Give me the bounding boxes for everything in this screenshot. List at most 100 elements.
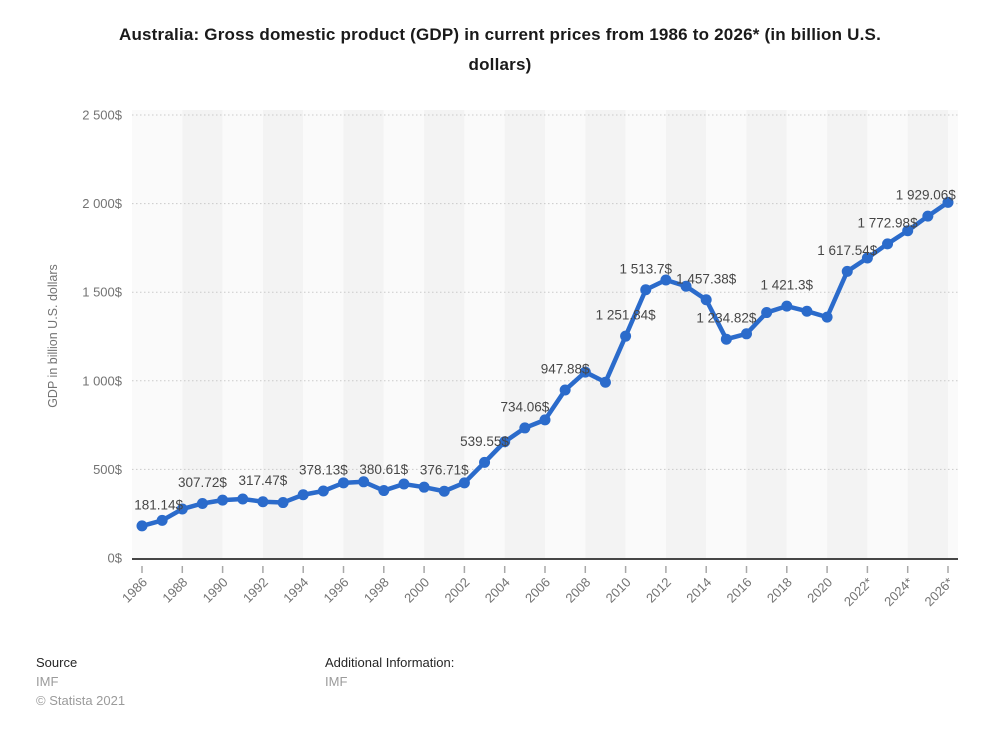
data-point-2016[interactable] bbox=[741, 328, 752, 340]
x-tick-label: 1988 bbox=[159, 575, 190, 606]
data-point-label: 1 421.3$ bbox=[761, 278, 814, 293]
data-point-2020[interactable] bbox=[821, 311, 833, 323]
plot-band bbox=[343, 110, 384, 558]
data-point-1991[interactable] bbox=[237, 493, 249, 505]
plot-band bbox=[625, 110, 666, 558]
data-point-2015[interactable] bbox=[720, 333, 732, 345]
x-tick-label: 1996 bbox=[321, 575, 352, 606]
x-tick-label: 1998 bbox=[361, 575, 392, 606]
data-point-label: 378.13$ bbox=[299, 462, 348, 477]
plot-band bbox=[746, 110, 787, 558]
x-tick-label: 1992 bbox=[240, 575, 271, 606]
plot-band bbox=[907, 110, 948, 558]
y-tick-label: 2 000$ bbox=[82, 196, 123, 211]
data-point-1997[interactable] bbox=[358, 476, 370, 488]
plot-band bbox=[585, 110, 626, 558]
data-point-2007[interactable] bbox=[559, 384, 571, 396]
x-tick-label: 2002 bbox=[441, 575, 472, 606]
x-tick-label: 2026* bbox=[921, 575, 956, 610]
data-point-2011[interactable] bbox=[640, 284, 652, 296]
x-tick-label: 2024* bbox=[881, 575, 916, 610]
chart-title: Australia: Gross domestic product (GDP) … bbox=[118, 25, 882, 74]
data-point-2008[interactable] bbox=[579, 366, 591, 378]
y-tick-label: 1 500$ bbox=[82, 285, 123, 300]
data-point-label: 1 251.84$ bbox=[596, 308, 657, 323]
data-point-2025[interactable] bbox=[922, 210, 934, 222]
x-tick-label: 2006 bbox=[522, 575, 553, 606]
x-tick-label: 1994 bbox=[280, 575, 311, 606]
plot-band bbox=[545, 110, 586, 558]
data-point-2005[interactable] bbox=[519, 422, 531, 434]
gdp-line-chart: 0$ 500$ 1 000$ 1 500$ 2 000$ 2 500$ 1986 1988 19… bbox=[46, 108, 958, 610]
additional-info-value: IMF bbox=[325, 674, 348, 689]
data-point-2000[interactable] bbox=[418, 481, 430, 493]
data-point-1990[interactable] bbox=[217, 494, 229, 506]
data-point-2003[interactable] bbox=[479, 456, 491, 468]
data-point-2012[interactable] bbox=[660, 274, 672, 286]
data-point-2013[interactable] bbox=[680, 280, 692, 292]
data-point-1998[interactable] bbox=[378, 485, 390, 497]
x-tick-label: 1990 bbox=[200, 575, 231, 606]
data-point-1995[interactable] bbox=[317, 485, 329, 497]
plot-band bbox=[464, 110, 505, 558]
x-tick-label: 2010 bbox=[603, 575, 634, 606]
x-tick-label: 2014 bbox=[683, 575, 714, 606]
data-point-2018[interactable] bbox=[781, 300, 793, 312]
data-point-label: 307.72$ bbox=[178, 475, 227, 490]
data-point-2001[interactable] bbox=[438, 485, 450, 497]
data-point-label: 1 617.54$ bbox=[817, 243, 878, 258]
plot-band bbox=[182, 110, 223, 558]
data-point-1992[interactable] bbox=[257, 496, 269, 508]
data-point-1999[interactable] bbox=[398, 478, 410, 490]
y-tick-label: 1 000$ bbox=[82, 373, 123, 388]
data-point-label: 539.55$ bbox=[460, 434, 509, 449]
plot-band bbox=[948, 110, 958, 558]
data-point-label: 181.14$ bbox=[134, 497, 183, 512]
y-axis-title: GDP in billion U.S. dollars bbox=[46, 264, 60, 408]
data-point-label: 1 929.06$ bbox=[896, 188, 957, 203]
y-tick-label: 2 500$ bbox=[82, 108, 123, 123]
data-point-1987[interactable] bbox=[156, 514, 168, 526]
plot-band bbox=[665, 110, 707, 558]
data-point-1994[interactable] bbox=[297, 489, 309, 501]
data-point-2023[interactable] bbox=[882, 238, 894, 250]
data-point-2009[interactable] bbox=[599, 376, 611, 388]
x-tick-label: 2022* bbox=[841, 575, 876, 610]
x-tick-label: 2008 bbox=[562, 575, 593, 606]
x-tick-label: 2020 bbox=[804, 575, 835, 606]
plot-band bbox=[222, 110, 263, 558]
additional-info-label: Additional Information: bbox=[325, 655, 455, 670]
data-point-1989[interactable] bbox=[196, 497, 208, 509]
data-point-2021[interactable] bbox=[841, 265, 853, 277]
x-tick-label: 2000 bbox=[401, 575, 432, 606]
data-point-label: 376.71$ bbox=[420, 463, 469, 478]
data-point-1988[interactable] bbox=[176, 503, 188, 515]
data-point-2006[interactable] bbox=[539, 414, 551, 426]
data-point-1993[interactable] bbox=[277, 497, 289, 509]
source-value: IMF bbox=[36, 674, 59, 689]
plot-band bbox=[827, 110, 868, 558]
data-point-label: 1 457.38$ bbox=[676, 271, 737, 286]
data-point-2004[interactable] bbox=[499, 436, 511, 448]
y-tick-label: 500$ bbox=[93, 462, 123, 477]
plot-band bbox=[132, 110, 142, 558]
data-point-2022[interactable] bbox=[861, 252, 873, 264]
data-point-2010[interactable] bbox=[620, 330, 632, 342]
plot-band bbox=[262, 110, 304, 558]
x-tick-label: 2004 bbox=[482, 575, 513, 606]
data-point-label: 1 772.98$ bbox=[858, 215, 919, 230]
x-tick-label: 2016 bbox=[724, 575, 755, 606]
x-tick-label: 2012 bbox=[643, 575, 674, 606]
data-point-1996[interactable] bbox=[338, 477, 349, 489]
data-point-2014[interactable] bbox=[700, 294, 712, 306]
data-point-1986[interactable] bbox=[136, 520, 148, 532]
x-tick-label: 2018 bbox=[764, 575, 795, 606]
data-point-2024[interactable] bbox=[902, 225, 914, 237]
data-point-2019[interactable] bbox=[801, 305, 813, 317]
plot-band bbox=[867, 110, 908, 558]
data-point-2026[interactable] bbox=[942, 196, 954, 208]
data-point-2017[interactable] bbox=[761, 307, 773, 319]
data-point-2002[interactable] bbox=[458, 477, 470, 489]
data-point-label: 1 513.7$ bbox=[619, 261, 672, 276]
